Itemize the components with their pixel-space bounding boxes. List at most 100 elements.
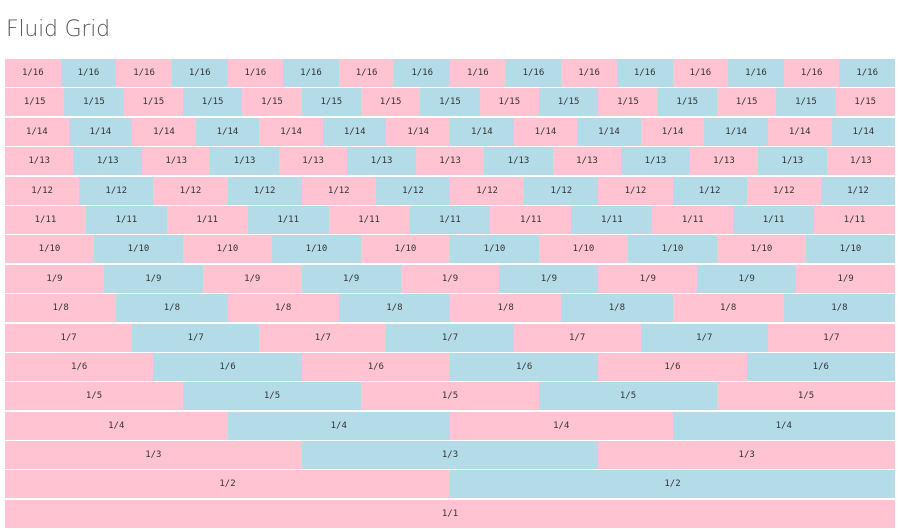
- grid-cell: 1/13: [552, 147, 622, 176]
- grid-cell: 1/5: [717, 382, 895, 411]
- grid-row: 1/5 1/5 1/5 1/5 1/5: [5, 382, 895, 411]
- grid-cell: 1/12: [746, 176, 821, 205]
- grid-cell: 1/14: [704, 117, 768, 146]
- grid-cell: 1/16: [60, 59, 117, 87]
- grid-row: 1/15 1/15 1/15 1/15 1/15 1/15 1/15 1/15 1/15 1/15…: [5, 88, 895, 117]
- grid-cell: 1/13: [415, 147, 485, 176]
- grid-cell: 1/12: [820, 176, 896, 205]
- grid-cell: 1/13: [826, 147, 896, 176]
- grid-cell: 1/11: [247, 205, 329, 234]
- grid-cell: 1/11: [85, 205, 167, 234]
- grid-row: 1/10 1/10 1/10 1/10 1/10 1/10 1/10 1/10 1/10 1/10: [5, 235, 895, 264]
- grid-cell: 1/5: [5, 382, 183, 411]
- grid-cell: 1/16: [505, 59, 562, 87]
- grid-cell: 1/11: [5, 205, 86, 234]
- grid-cell: 1/14: [68, 117, 133, 146]
- grid-cell: 1/13: [73, 147, 142, 176]
- grid-cell: 1/13: [689, 147, 759, 176]
- grid-cell: 1/11: [571, 205, 653, 234]
- grid-cell: 1/6: [153, 352, 302, 381]
- grid-row: 1/11 1/11 1/11 1/11 1/11 1/11 1/11 1/11 1/11 1/11…: [5, 205, 895, 234]
- grid-cell: 1/12: [450, 176, 525, 205]
- grid-row: 1/3 1/3 1/3: [5, 441, 896, 470]
- grid-cell: 1/15: [242, 88, 302, 117]
- grid-cell: 1/14: [195, 117, 260, 146]
- grid-cell: 1/8: [450, 294, 562, 323]
- grid-cell: 1/6: [598, 352, 747, 381]
- grid-cell: 1/13: [141, 147, 211, 176]
- grid-cell: 1/7: [132, 323, 260, 352]
- grid-row: 1/13 1/13 1/13 1/13 1/13 1/13 1/13 1/13 1/13 1/13…: [5, 147, 896, 176]
- grid-row: 1/6 1/6 1/6 1/6 1/6 1/6: [5, 352, 895, 381]
- grid-cell: 1/12: [598, 176, 673, 205]
- grid-cell: 1/16: [616, 59, 673, 87]
- grid-cell: 1/16: [394, 59, 450, 87]
- grid-cell: 1/15: [538, 88, 599, 117]
- grid-cell: 1/16: [338, 59, 395, 87]
- grid-row: 1/7 1/7 1/7 1/7 1/7 1/7 1/7: [5, 323, 895, 352]
- grid-cell: 1/16: [171, 59, 228, 87]
- grid-row: 1/4 1/4 1/4 1/4: [5, 411, 895, 440]
- grid-cell: 1/15: [360, 88, 421, 117]
- grid-cell: 1/16: [450, 59, 506, 87]
- grid-cell: 1/5: [539, 382, 717, 411]
- grid-cell: 1/8: [5, 294, 117, 323]
- grid-cell: 1/7: [386, 323, 514, 352]
- grid-cell: 1/7: [5, 323, 133, 352]
- grid-cell: 1/2: [5, 470, 450, 499]
- grid-row: 1/16 1/16 1/16 1/16 1/16 1/16 1/16 1/16 1/16 1/16…: [5, 59, 895, 87]
- grid-cell: 1/13: [484, 147, 553, 176]
- grid-row: 1/1: [5, 499, 895, 528]
- grid-cell: 1/13: [758, 147, 827, 176]
- grid-cell: 1/10: [717, 235, 806, 264]
- grid-cell: 1/5: [183, 382, 361, 411]
- grid-cell: 1/6: [449, 352, 599, 381]
- grid-cell: 1/8: [672, 294, 784, 323]
- grid-cell: 1/10: [628, 235, 717, 264]
- grid-cell: 1/12: [301, 176, 376, 205]
- grid-cell: 1/14: [767, 117, 832, 146]
- grid-cell: 1/12: [524, 176, 599, 205]
- grid-cell: 1/14: [640, 117, 705, 146]
- grid-cell: 1/16: [227, 59, 284, 87]
- grid-cell: 1/9: [598, 264, 698, 293]
- grid-cell: 1/4: [672, 411, 895, 440]
- grid-cell: 1/12: [672, 176, 747, 205]
- grid-cell: 1/10: [183, 235, 272, 264]
- grid-cell: 1/8: [561, 294, 673, 323]
- grid-cell: 1/6: [746, 352, 895, 381]
- grid-cell: 1/6: [301, 352, 450, 381]
- grid-cell: 1/10: [806, 235, 895, 264]
- grid-cell: 1/15: [182, 88, 243, 117]
- grid-cell: 1/4: [5, 411, 228, 440]
- grid-cell: 1/4: [227, 411, 450, 440]
- grid-cell: 1/11: [814, 205, 895, 234]
- grid-cell: 1/12: [375, 176, 451, 205]
- grid-cell: 1/11: [652, 205, 734, 234]
- grid-cell: 1/16: [283, 59, 339, 87]
- grid-cell: 1/9: [202, 264, 302, 293]
- grid-cell: 1/14: [259, 117, 323, 146]
- grid-cell: 1/12: [153, 176, 228, 205]
- grid-cell: 1/14: [450, 117, 514, 146]
- grid-cell: 1/10: [94, 235, 183, 264]
- grid-cell: 1/4: [450, 411, 673, 440]
- grid-cell: 1/15: [64, 88, 124, 117]
- fluid-grid: 1/16 1/16 1/16 1/16 1/16 1/16 1/16 1/16 1/16 1/16…: [5, 59, 896, 529]
- grid-cell: 1/15: [776, 88, 836, 117]
- grid-cell: 1/15: [420, 88, 480, 117]
- grid-cell: 1/14: [386, 117, 451, 146]
- grid-cell: 1/7: [640, 323, 768, 352]
- grid-cell: 1/14: [132, 117, 196, 146]
- grid-cell: 1/11: [166, 205, 248, 234]
- grid-cell: 1/15: [5, 88, 65, 117]
- grid-row: 1/8 1/8 1/8 1/8 1/8 1/8 1/8 1/8: [5, 294, 895, 323]
- grid-cell: 1/11: [409, 205, 491, 234]
- grid-cell: 1/15: [123, 88, 183, 117]
- grid-cell: 1/13: [347, 147, 416, 176]
- grid-cell: 1/15: [657, 88, 717, 117]
- grid-cell: 1/14: [322, 117, 387, 146]
- grid-cell: 1/16: [728, 59, 784, 87]
- grid-cell: 1/9: [697, 264, 797, 293]
- grid-cell: 1/14: [5, 117, 69, 146]
